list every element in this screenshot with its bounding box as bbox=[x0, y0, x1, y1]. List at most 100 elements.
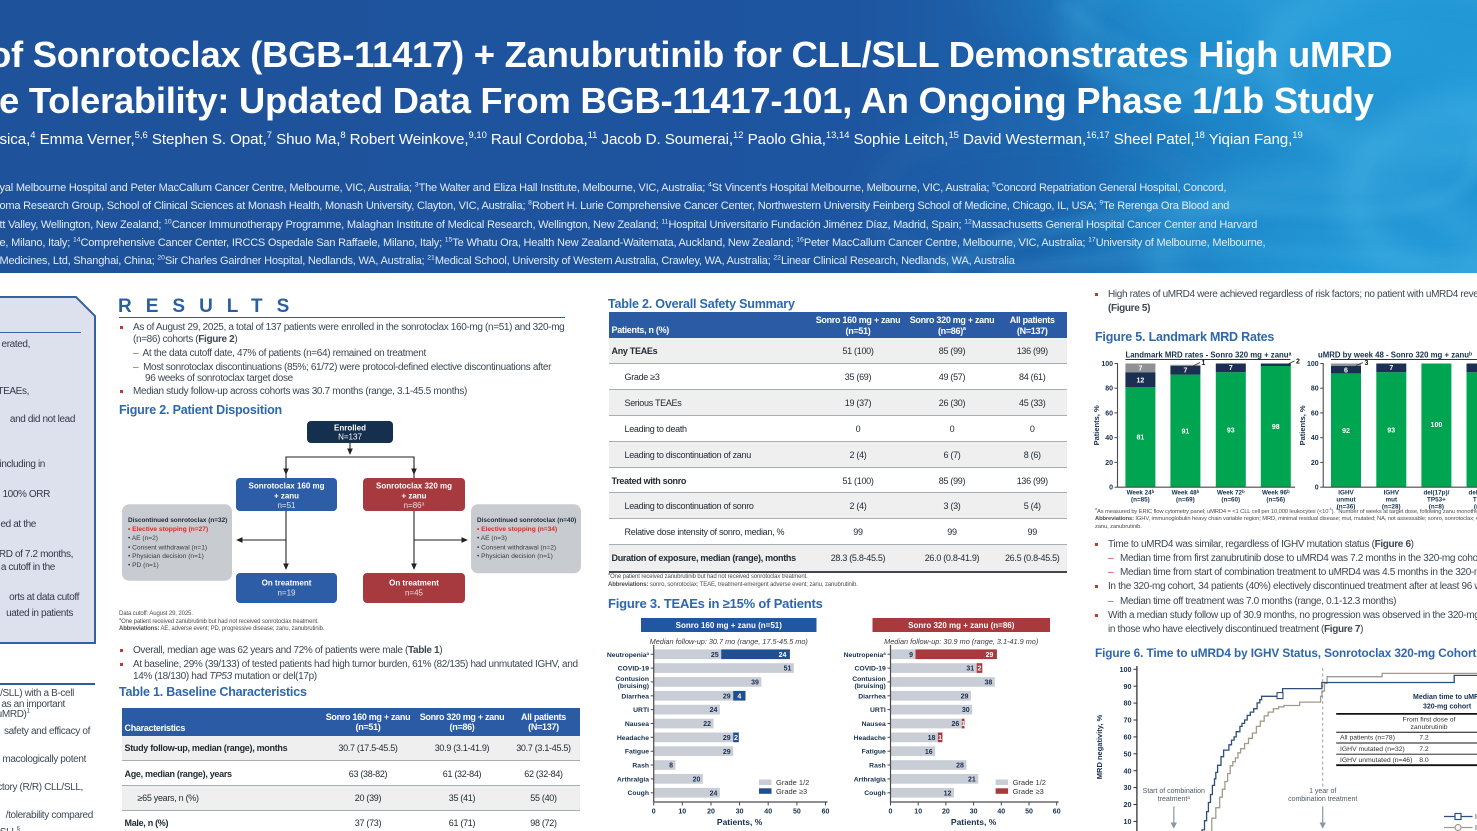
svg-text:50: 50 bbox=[793, 809, 801, 816]
svg-text:All patients (n=78): All patients (n=78) bbox=[1340, 735, 1395, 742]
svg-text:20: 20 bbox=[707, 809, 715, 816]
svg-text:(n=8): (n=8) bbox=[1429, 504, 1444, 511]
svg-text:n=19: n=19 bbox=[277, 589, 296, 598]
svg-text:28: 28 bbox=[956, 763, 964, 770]
svg-text:10: 10 bbox=[914, 809, 922, 816]
svg-text:• Consent withdrawal (n=2): • Consent withdrawal (n=2) bbox=[477, 545, 556, 552]
svg-text:Nausea: Nausea bbox=[625, 721, 649, 728]
svg-text:Grade 1/2: Grade 1/2 bbox=[776, 778, 809, 787]
svg-text:29: 29 bbox=[961, 693, 969, 700]
svg-text:zanubrutinib: zanubrutinib bbox=[1410, 724, 1447, 731]
svg-text:12: 12 bbox=[1137, 378, 1145, 385]
svg-text:0: 0 bbox=[1315, 485, 1319, 492]
svg-text:2: 2 bbox=[734, 735, 738, 742]
svg-text:URTI: URTI bbox=[870, 707, 886, 714]
svg-text:(n=28): (n=28) bbox=[1382, 504, 1401, 511]
svg-text:80: 80 bbox=[1311, 386, 1319, 393]
svg-text:Cough: Cough bbox=[864, 790, 886, 797]
svg-text:98: 98 bbox=[1272, 424, 1280, 431]
svg-text:60: 60 bbox=[1311, 410, 1319, 417]
svg-text:Week 72b: Week 72b bbox=[1217, 489, 1245, 497]
svg-text:24: 24 bbox=[710, 790, 718, 797]
svg-text:Cough: Cough bbox=[627, 790, 649, 797]
svg-text:1: 1 bbox=[1202, 360, 1206, 367]
svg-text:80: 80 bbox=[1105, 386, 1113, 393]
svg-text:Week 24b: Week 24b bbox=[1127, 489, 1155, 497]
svg-text:IGHV: IGHV bbox=[1384, 490, 1400, 497]
svg-text:Contusion: Contusion bbox=[615, 676, 649, 683]
svg-text:320-mg cohort: 320-mg cohort bbox=[1423, 704, 1472, 711]
svg-text:1 year of: 1 year of bbox=[1309, 788, 1336, 795]
svg-text:10: 10 bbox=[678, 809, 686, 816]
svg-text:60: 60 bbox=[1124, 733, 1132, 742]
svg-text:40: 40 bbox=[1105, 435, 1113, 442]
svg-text:Sonrotoclax 160 mg: Sonrotoclax 160 mg bbox=[248, 482, 324, 491]
svg-text:50: 50 bbox=[1025, 809, 1033, 816]
svg-text:(n=36): (n=36) bbox=[1337, 504, 1356, 511]
svg-text:60: 60 bbox=[822, 809, 830, 816]
svg-text:+ zanu: + zanu bbox=[274, 492, 299, 501]
svg-text:1: 1 bbox=[938, 735, 942, 742]
svg-text:40: 40 bbox=[1311, 435, 1319, 442]
svg-text:60: 60 bbox=[1105, 410, 1113, 417]
svg-text:40: 40 bbox=[1124, 766, 1132, 775]
svg-text:40: 40 bbox=[997, 809, 1005, 816]
svg-text:7: 7 bbox=[1183, 368, 1187, 375]
svg-text:20: 20 bbox=[693, 777, 701, 784]
svg-text:Nausea: Nausea bbox=[862, 721, 886, 728]
svg-text:(n=56): (n=56) bbox=[1266, 497, 1285, 504]
svg-text:7: 7 bbox=[1138, 365, 1142, 372]
svg-text:26: 26 bbox=[952, 721, 960, 728]
svg-text:• Consent withdrawal (n=1): • Consent withdrawal (n=1) bbox=[128, 545, 207, 552]
svg-text:IGHV mutated (n=32): IGHV mutated (n=32) bbox=[1340, 746, 1405, 753]
svg-text:IGHV unmutated (n=46): IGHV unmutated (n=46) bbox=[1340, 757, 1412, 764]
svg-text:8.0: 8.0 bbox=[1419, 757, 1429, 764]
svg-text:93: 93 bbox=[1387, 428, 1395, 435]
svg-text:100: 100 bbox=[1431, 422, 1443, 429]
svg-text:Patients, %: Patients, % bbox=[717, 817, 763, 827]
svg-text:12: 12 bbox=[944, 790, 952, 797]
svg-text:29: 29 bbox=[986, 652, 994, 659]
svg-text:22: 22 bbox=[703, 721, 711, 728]
svg-text:50: 50 bbox=[1124, 749, 1132, 758]
svg-text:• Physician decision (n=1): • Physician decision (n=1) bbox=[128, 553, 204, 560]
svg-text:Median time to uMRD4, months: Median time to uMRD4, months bbox=[1413, 694, 1477, 701]
svg-text:Landmark MRD rates - Sonro 320: Landmark MRD rates - Sonro 320 mg + zanu… bbox=[1125, 351, 1291, 360]
svg-text:Arthralgia: Arthralgia bbox=[617, 776, 649, 783]
svg-text:Rash: Rash bbox=[632, 763, 649, 770]
svg-text:n=51: n=51 bbox=[277, 501, 296, 510]
svg-text:7.2: 7.2 bbox=[1419, 746, 1429, 753]
svg-text:20: 20 bbox=[942, 809, 950, 816]
svg-text:90: 90 bbox=[1124, 682, 1132, 691]
svg-text:24: 24 bbox=[710, 707, 718, 714]
svg-text:Week 48b: Week 48b bbox=[1172, 489, 1200, 497]
svg-text:30: 30 bbox=[1124, 783, 1132, 792]
svg-text:Grade ≥3: Grade ≥3 bbox=[776, 787, 807, 796]
svg-text:10: 10 bbox=[1124, 817, 1132, 826]
svg-text:COVID-19: COVID-19 bbox=[618, 666, 650, 673]
svg-text:7.2: 7.2 bbox=[1419, 735, 1429, 742]
svg-text:31: 31 bbox=[966, 666, 974, 673]
svg-text:(n=69): (n=69) bbox=[1176, 497, 1195, 504]
svg-text:30: 30 bbox=[970, 809, 978, 816]
svg-text:2: 2 bbox=[1296, 359, 1300, 366]
svg-text:Patients, %: Patients, % bbox=[1092, 405, 1101, 445]
svg-text:18: 18 bbox=[928, 735, 936, 742]
svg-text:Median follow-up: 30.9 mo (ran: Median follow-up: 30.9 mo (range, 3.1-41… bbox=[884, 637, 1038, 646]
svg-text:Contusion: Contusion bbox=[852, 676, 886, 683]
svg-text:URTI: URTI bbox=[633, 707, 649, 714]
svg-text:8: 8 bbox=[669, 763, 673, 770]
svg-text:Neutropeniaa: Neutropeniaa bbox=[607, 651, 650, 659]
svg-text:IGHV mut: IGHV mut bbox=[1475, 814, 1477, 821]
svg-text:16: 16 bbox=[925, 749, 933, 756]
svg-text:6: 6 bbox=[1344, 368, 1348, 375]
svg-text:30: 30 bbox=[962, 707, 970, 714]
svg-text:39: 39 bbox=[751, 680, 759, 687]
svg-text:29: 29 bbox=[723, 693, 731, 700]
svg-text:38: 38 bbox=[985, 680, 993, 687]
svg-text:Patients, %: Patients, % bbox=[951, 817, 997, 827]
svg-text:On treatment: On treatment bbox=[389, 579, 439, 588]
svg-text:combination treatment: combination treatment bbox=[1288, 796, 1357, 803]
svg-text:Diarrhea: Diarrhea bbox=[621, 693, 649, 700]
svg-text:29: 29 bbox=[723, 735, 731, 742]
